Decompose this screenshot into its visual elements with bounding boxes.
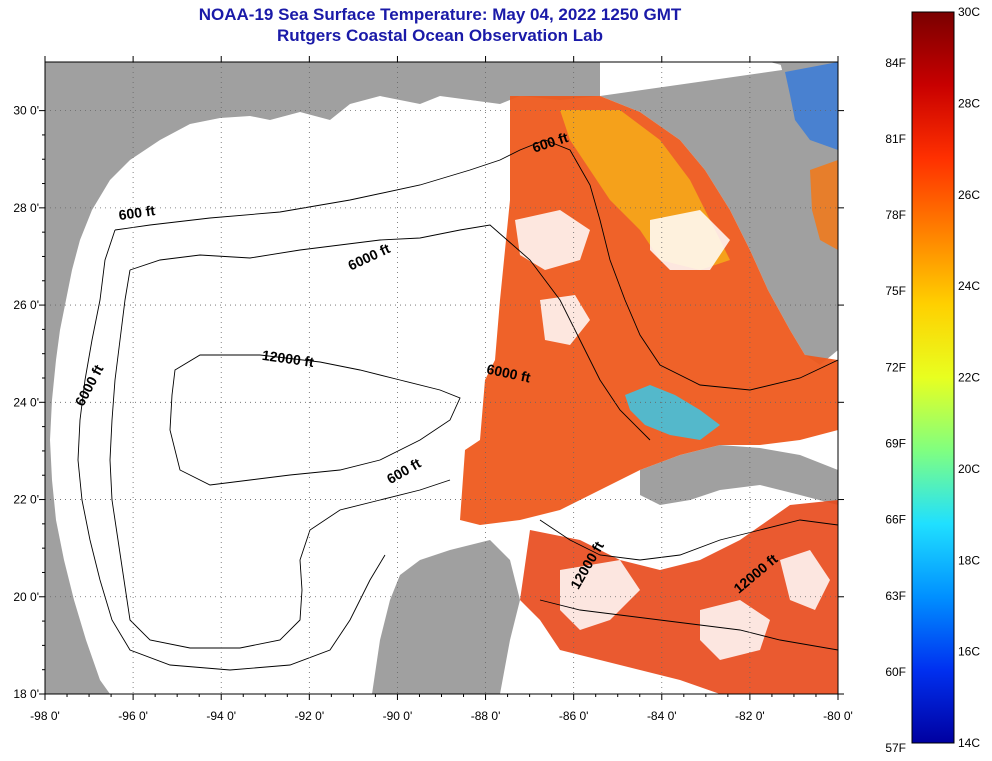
colorbar-labels: 30C 28C 26C 24C 22C 20C 18C 16C 14C 84F 81F 78F 75F 7… [885, 5, 980, 755]
colorbar-fahrenheit-label: 81F [885, 132, 906, 146]
colorbar-celsius-label: 24C [958, 279, 980, 293]
x-tick-label: -88 0' [471, 709, 501, 723]
x-tick-label: -86 0' [559, 709, 589, 723]
colorbar-celsius-label: 18C [958, 553, 980, 567]
sst-atlantic [785, 62, 838, 150]
sst-eastern-gulf [460, 96, 838, 525]
contour-label: 600 ft [118, 202, 157, 223]
colorbar [911, 11, 955, 744]
colorbar-fahrenheit-label: 57F [885, 741, 906, 755]
x-tick-label: -92 0' [295, 709, 325, 723]
y-tick-label: 22 0' [13, 493, 39, 507]
colorbar-fahrenheit-label: 60F [885, 665, 906, 679]
y-tick-label: 24 0' [13, 395, 39, 409]
colorbar-celsius-label: 20C [958, 462, 980, 476]
colorbar-fahrenheit-label: 84F [885, 56, 906, 70]
cloud-patch-gulf [515, 210, 730, 345]
colorbar-celsius-label: 16C [958, 645, 980, 659]
land-yucatan [372, 540, 520, 694]
graticule [45, 62, 838, 694]
x-tick-label: -84 0' [647, 709, 677, 723]
colorbar-celsius-label: 26C [958, 188, 980, 202]
x-tick-label: -90 0' [383, 709, 413, 723]
land-cuba [640, 445, 838, 505]
contour-600ft-west [77, 229, 386, 671]
land-us-gulf-coast [45, 62, 838, 694]
cloud-patch-caribbean [560, 550, 830, 660]
contour-label: 12000 ft [261, 347, 315, 370]
map-area[interactable] [45, 62, 838, 694]
x-tick-label: -80 0' [823, 709, 853, 723]
sst-atlantic-warm [810, 160, 838, 250]
contour-6000ft-west [109, 269, 451, 649]
title-line-2: Rutgers Coastal Ocean Observation Lab [277, 26, 603, 45]
contour-caribbean [539, 519, 838, 651]
contour-600ft-shelf [114, 139, 838, 391]
colorbar-celsius-label: 28C [958, 96, 980, 110]
x-tick-label: -94 0' [206, 709, 236, 723]
colorbar-celsius-label: 22C [958, 371, 980, 385]
x-tick-label: -98 0' [30, 709, 60, 723]
contour-12000ft [169, 354, 461, 486]
y-tick-label: 26 0' [13, 298, 39, 312]
y-tick-label: 28 0' [13, 201, 39, 215]
colorbar-fahrenheit-label: 69F [885, 436, 906, 450]
contour-6000ft [129, 224, 651, 441]
colorbar-celsius-label: 30C [958, 5, 980, 19]
map-title: NOAA-19 Sea Surface Temperature: May 04,… [0, 4, 880, 46]
colorbar-fahrenheit-label: 63F [885, 589, 906, 603]
bathymetry-contours [77, 139, 838, 671]
colorbar-fahrenheit-label: 66F [885, 513, 906, 527]
land-florida [600, 62, 838, 365]
x-tick-label: -96 0' [118, 709, 148, 723]
y-axis: 30 0' 28 0' 26 0' 24 0' 22 0' 20 0' 18 0' [13, 104, 844, 701]
colorbar-fahrenheit-label: 78F [885, 208, 906, 222]
sst-cool-patch [625, 385, 720, 440]
colorbar-fahrenheit-label: 75F [885, 284, 906, 298]
y-tick-label: 20 0' [13, 590, 39, 604]
y-tick-label: 18 0' [13, 687, 39, 701]
colorbar-fahrenheit-label: 72F [885, 360, 906, 374]
title-line-1: NOAA-19 Sea Surface Temperature: May 04,… [198, 5, 682, 24]
x-tick-label: -82 0' [735, 709, 765, 723]
colorbar-celsius-label: 14C [958, 736, 980, 750]
y-tick-label: 30 0' [13, 104, 39, 118]
x-axis: -98 0' -96 0' -94 0' -92 0' -90 0' -88 0' -86 … [30, 56, 853, 723]
